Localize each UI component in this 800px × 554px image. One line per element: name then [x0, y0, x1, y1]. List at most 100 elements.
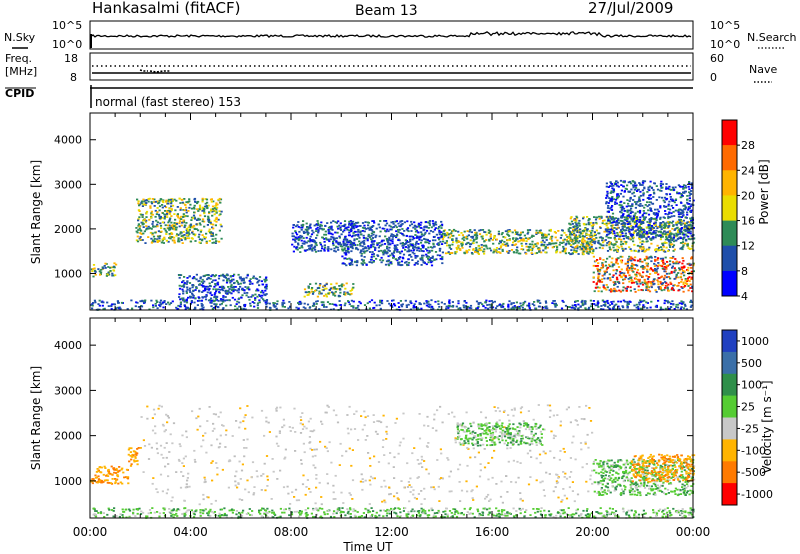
heatmap-cell: [688, 182, 691, 185]
heatmap-cell: [604, 300, 607, 303]
heatmap-cell: [292, 235, 295, 238]
heatmap-cell: [160, 230, 163, 233]
heatmap-cell: [586, 229, 589, 232]
heatmap-cell: [379, 259, 382, 261]
heatmap-cell: [515, 251, 518, 254]
heatmap-cell: [589, 240, 592, 243]
heatmap-cell: [446, 231, 449, 234]
heatmap-cell: [648, 224, 651, 227]
heatmap-cell: [607, 211, 610, 213]
heatmap-cell: [610, 185, 613, 187]
heatmap-cell: [648, 194, 651, 197]
heatmap-cell: [507, 230, 510, 233]
heatmap-cell: [373, 301, 376, 304]
heatmap-cell: [605, 288, 608, 291]
heatmap-cell: [520, 242, 523, 245]
heatmap-cell: [636, 210, 639, 213]
heatmap-cell: [681, 233, 685, 236]
heatmap-cell: [148, 218, 151, 221]
heatmap-cell: [264, 285, 267, 288]
heatmap-cell: [627, 259, 630, 262]
heatmap-cell: [538, 248, 541, 251]
heatmap-cell: [651, 226, 654, 229]
heatmap-cell: [608, 241, 611, 244]
heatmap-cell: [449, 252, 452, 254]
heatmap-cell: [533, 301, 536, 303]
heatmap-cell: [611, 221, 614, 224]
heatmap-cell: [215, 211, 218, 214]
heatmap-cell: [408, 249, 412, 252]
heatmap-cell: [316, 220, 319, 222]
heatmap-cell: [625, 267, 629, 270]
heatmap-cell: [428, 222, 431, 225]
heatmap-cell: [688, 191, 691, 194]
heatmap-cell: [97, 303, 100, 305]
heatmap-cell: [485, 239, 488, 241]
heatmap-cell: [688, 229, 691, 232]
heatmap-cell: [682, 187, 685, 190]
heatmap-cell: [197, 229, 200, 232]
heatmap-cell: [599, 243, 602, 246]
heatmap-cell: [669, 216, 672, 219]
heatmap-cell: [101, 304, 104, 307]
heatmap-cell: [217, 300, 220, 302]
heatmap-cell: [666, 231, 669, 233]
heatmap-cell: [160, 227, 163, 229]
heatmap-cell: [639, 234, 642, 237]
heatmap-cell: [543, 233, 546, 236]
heatmap-cell: [686, 279, 690, 281]
heatmap-cell: [687, 266, 690, 269]
heatmap-cell: [313, 245, 316, 248]
heatmap-cell: [592, 255, 595, 258]
heatmap-cell: [389, 228, 392, 231]
heatmap-cell: [570, 306, 573, 309]
heatmap-cell: [182, 297, 185, 300]
heatmap-cell: [605, 244, 608, 247]
heatmap-cell: [629, 248, 632, 250]
heatmap-cell: [592, 276, 595, 279]
heatmap-cell: [406, 227, 410, 229]
heatmap-cell: [634, 225, 637, 228]
heatmap-cell: [450, 235, 453, 237]
heatmap-cell: [477, 253, 480, 255]
heatmap-cell: [574, 239, 577, 241]
heatmap-cell: [350, 305, 353, 307]
heatmap-cell: [627, 271, 630, 274]
heatmap-cell: [183, 234, 186, 236]
heatmap-cell: [475, 238, 478, 240]
heatmap-cell: [631, 262, 634, 265]
heatmap-cell: [618, 238, 621, 240]
heatmap-cell: [673, 234, 676, 237]
heatmap-cell: [375, 227, 378, 230]
heatmap-cell: [650, 282, 653, 285]
heatmap-cell: [282, 299, 285, 302]
heatmap-cell: [624, 232, 627, 235]
heatmap-cell: [540, 232, 543, 234]
heatmap-cell: [193, 211, 196, 214]
heatmap-cell: [179, 303, 182, 306]
heatmap-cell: [635, 216, 638, 219]
heatmap-cell: [639, 227, 643, 230]
heatmap-cell: [487, 229, 490, 232]
heatmap-cell: [607, 233, 610, 236]
heatmap-cell: [602, 300, 606, 303]
heatmap-cell: [341, 255, 344, 258]
heatmap-cell: [367, 224, 370, 227]
heatmap-cell: [622, 229, 625, 231]
heatmap-cell: [404, 248, 407, 251]
heatmap-cell: [161, 238, 164, 241]
heatmap-cell: [513, 229, 517, 232]
heatmap-cell: [394, 248, 397, 251]
heatmap-cell: [459, 249, 462, 251]
heatmap-cell: [667, 208, 670, 210]
heatmap-cell: [628, 300, 631, 303]
heatmap-cell: [526, 304, 529, 307]
heatmap-cell: [169, 302, 173, 304]
heatmap-cell: [598, 217, 601, 220]
heatmap-cell: [641, 267, 644, 270]
heatmap-cell: [502, 302, 505, 305]
heatmap-cell: [664, 250, 667, 253]
heatmap-cell: [499, 240, 502, 243]
heatmap-cell: [611, 307, 615, 310]
heatmap-cell: [410, 223, 413, 226]
